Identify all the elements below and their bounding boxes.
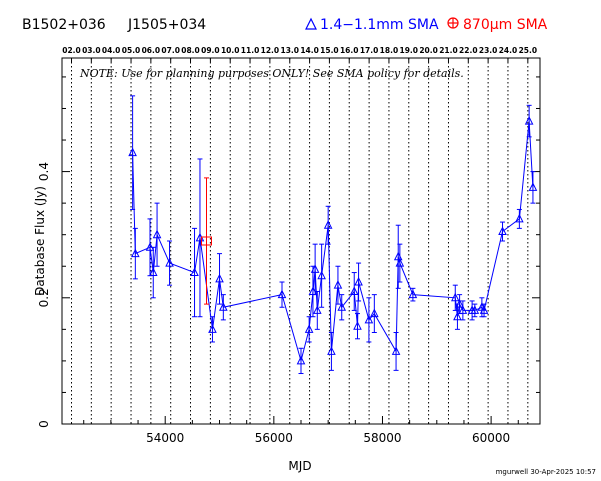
data-point xyxy=(395,257,405,267)
data-point xyxy=(131,248,140,258)
year-tick-label: 08.0 xyxy=(181,46,200,55)
data-point xyxy=(148,267,158,277)
data-point xyxy=(165,257,174,267)
year-axis: 02.0 03.0 04.0 05.0 06.0 07.0 08.0 09.0 10.0 11.0… xyxy=(62,46,537,55)
year-tick-label: 11.0 xyxy=(241,46,260,55)
x-tick-label: 60000 xyxy=(472,431,510,445)
source-alias: J1505+034 xyxy=(127,17,206,33)
data-point xyxy=(353,321,362,330)
x-axis: 54000 56000 58000 60000 xyxy=(83,416,519,445)
year-tick-label: 23.0 xyxy=(479,46,498,55)
x-tick-label: 58000 xyxy=(363,431,401,445)
data-point xyxy=(208,324,217,333)
y-tick-label: 0 xyxy=(37,420,51,428)
year-tick-label: 20.0 xyxy=(419,46,438,55)
series-line xyxy=(132,121,534,363)
data-point xyxy=(200,236,212,246)
data-point xyxy=(354,276,363,286)
footer-credit: mgurwell 30-Apr-2025 10:57 xyxy=(496,468,596,476)
data-point xyxy=(337,302,347,311)
legend-blue-label: 1.4−1.1mm SMA xyxy=(320,17,439,33)
data-point xyxy=(327,346,336,355)
data-point xyxy=(190,267,199,277)
y-tick-label: 0.4 xyxy=(37,162,51,181)
year-tick-label: 17.0 xyxy=(360,46,379,55)
data-point xyxy=(296,355,306,365)
year-tick-label: 02.0 xyxy=(62,46,81,55)
data-point xyxy=(479,305,489,314)
legend-red-label: 870μm SMA xyxy=(463,17,548,33)
x-tick-label: 54000 xyxy=(146,431,184,445)
series-marks xyxy=(128,95,538,375)
data-point xyxy=(453,311,462,321)
data-point xyxy=(333,280,343,289)
data-point xyxy=(455,298,464,308)
data-point xyxy=(215,273,224,283)
year-tick-label: 10.0 xyxy=(221,46,240,55)
year-tick-label: 05.0 xyxy=(122,46,141,55)
data-point xyxy=(450,292,460,302)
legend: 1.4−1.1mm SMA 870μm SMA xyxy=(305,17,548,33)
year-tick-label: 06.0 xyxy=(142,46,161,55)
year-tick-label: 18.0 xyxy=(380,46,399,55)
y-tick-label: 0.2 xyxy=(37,288,51,307)
source-name: B1502+036 xyxy=(22,17,106,33)
data-point xyxy=(528,182,538,191)
x-tick-label: 56000 xyxy=(255,431,293,445)
year-tick-label: 04.0 xyxy=(102,46,121,55)
data-point xyxy=(152,229,162,239)
year-tick-label: 13.0 xyxy=(280,46,299,55)
year-tick-label: 21.0 xyxy=(439,46,458,55)
data-point xyxy=(408,289,418,299)
data-point xyxy=(515,213,524,223)
data-point xyxy=(498,226,507,236)
year-tick-label: 03.0 xyxy=(82,46,101,55)
year-tick-label: 07.0 xyxy=(161,46,180,55)
year-tick-label: 14.0 xyxy=(300,46,319,55)
data-point xyxy=(277,289,287,299)
data-point xyxy=(349,286,359,295)
year-tick-label: 12.0 xyxy=(261,46,280,55)
data-point xyxy=(304,324,314,333)
data-point xyxy=(391,346,401,355)
y-axis: 0 0.2 0.4 xyxy=(37,76,540,428)
data-point xyxy=(219,302,228,311)
data-point xyxy=(310,264,320,273)
year-tick-label: 25.0 xyxy=(519,46,538,55)
year-tick-label: 19.0 xyxy=(400,46,419,55)
note-text: NOTE: Use for planning purposes ONLY! Se… xyxy=(79,67,464,80)
year-tick-label: 16.0 xyxy=(340,46,359,55)
series-lines xyxy=(132,121,534,363)
x-axis-label: MJD xyxy=(288,459,311,473)
data-point xyxy=(312,305,322,314)
data-point xyxy=(323,220,333,229)
legend-blue-triangle-icon xyxy=(305,17,317,30)
data-point xyxy=(470,305,480,314)
year-grid xyxy=(71,58,529,424)
data-point xyxy=(128,147,137,157)
data-point xyxy=(370,308,379,318)
data-point xyxy=(145,242,155,251)
data-point xyxy=(524,115,534,125)
year-tick-label: 24.0 xyxy=(499,46,518,55)
year-tick-label: 09.0 xyxy=(201,46,220,55)
data-point xyxy=(364,314,374,324)
year-tick-label: 22.0 xyxy=(459,46,478,55)
data-point xyxy=(458,305,468,314)
year-tick-label: 15.0 xyxy=(320,46,339,55)
data-point xyxy=(317,270,326,280)
y-axis-label: Database Flux (Jy) xyxy=(33,186,47,296)
